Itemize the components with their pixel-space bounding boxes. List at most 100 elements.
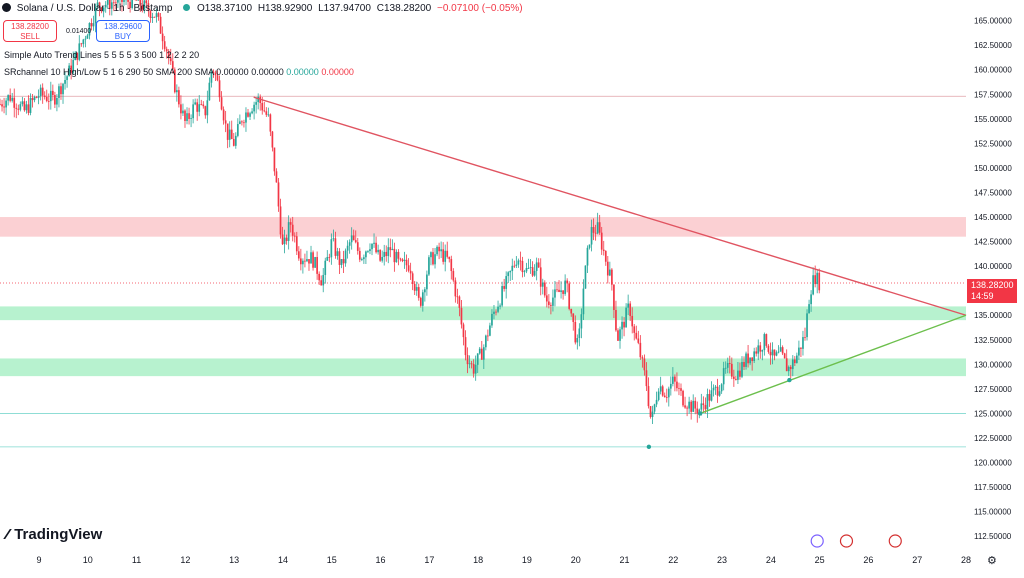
candle-body: [200, 104, 202, 105]
candle-body: [676, 382, 678, 389]
candle-body: [87, 35, 89, 38]
symbol-title[interactable]: Solana / U.S. Dollar · 1h · Bitstamp: [17, 3, 173, 14]
candle-body: [251, 111, 253, 113]
candle-body: [796, 356, 798, 363]
candle-body: [477, 353, 479, 364]
candle-body: [3, 106, 5, 107]
candle-body: [436, 247, 438, 254]
candle-body: [459, 297, 461, 308]
buy-button[interactable]: 138.29600 BUY: [96, 20, 150, 42]
candle-body: [432, 252, 434, 264]
candle-body: [729, 363, 731, 364]
candle-body: [607, 262, 609, 276]
candle-body: [446, 251, 448, 257]
candle-body: [52, 91, 54, 95]
candle-body: [26, 104, 28, 110]
candle-body: [261, 103, 263, 110]
candle-body: [91, 23, 93, 26]
indicator-sr-channel[interactable]: SRchannel 10 High/Low 5 1 6 290 50 SMA 2…: [4, 67, 354, 77]
candle-body: [38, 96, 40, 98]
candle-body: [556, 289, 558, 290]
y-axis-tick-label: 160.00000: [974, 66, 1012, 75]
candle-body: [574, 322, 576, 342]
x-axis-tick-label: 16: [376, 555, 386, 565]
candle-body: [668, 389, 670, 398]
candle-body: [579, 328, 581, 338]
candle-body: [308, 259, 310, 263]
candle-body: [394, 249, 396, 262]
candle-body: [548, 301, 550, 304]
sell-button[interactable]: 138.28200 SELL: [3, 20, 57, 42]
candle-body: [743, 362, 745, 367]
candle-body: [272, 132, 274, 148]
candle-body: [80, 43, 82, 44]
candle-body: [270, 114, 272, 131]
candle-body: [121, 0, 123, 2]
candle-body: [794, 359, 796, 363]
candle-body: [581, 314, 583, 328]
candle-body: [520, 261, 522, 262]
candle-body: [753, 351, 755, 361]
candle-body: [418, 287, 420, 298]
candle-body: [422, 292, 424, 306]
y-axis-tick-label: 125.00000: [974, 409, 1012, 418]
indicator-trend-lines[interactable]: Simple Auto Trend Lines 5 5 5 5 3 500 1 …: [4, 50, 199, 60]
candle-body: [558, 290, 560, 292]
zone-support-lower: [0, 358, 966, 376]
candle-body: [286, 238, 288, 241]
candle-body: [19, 104, 21, 110]
candle-body: [267, 114, 269, 115]
y-axis-tick-label: 120.00000: [974, 459, 1012, 468]
candle-body: [572, 313, 574, 322]
candle-body: [227, 124, 229, 140]
tradingview-mark-icon: ⁄⁄: [6, 526, 7, 543]
candle-body: [741, 362, 743, 377]
candle-body: [235, 136, 237, 146]
candle-countdown: 14:59: [971, 291, 1017, 302]
candle-body: [593, 227, 595, 233]
candle-body: [274, 148, 276, 172]
candle-body: [345, 251, 347, 264]
candle-body: [255, 102, 257, 105]
candle-body: [473, 364, 475, 374]
candle-body: [589, 245, 591, 248]
candle-body: [633, 326, 635, 333]
candle-body: [481, 349, 483, 360]
x-axis-tick-label: 20: [571, 555, 581, 565]
candle-body: [670, 384, 672, 389]
candle-body: [656, 400, 658, 404]
candle-body: [194, 102, 196, 104]
candle-body: [333, 238, 335, 239]
candle-body: [44, 96, 46, 97]
candle-body: [511, 266, 513, 271]
x-axis-tick-label: 21: [619, 555, 629, 565]
candle-body: [204, 106, 206, 115]
candle-body: [735, 379, 737, 380]
candle-body: [265, 111, 267, 115]
x-axis-tick-label: 19: [522, 555, 532, 565]
candle-body: [278, 182, 280, 206]
candle-body: [184, 111, 186, 121]
candle-body: [46, 97, 48, 101]
candle-body: [597, 222, 599, 233]
candle-body: [404, 260, 406, 261]
candle-body: [310, 252, 312, 263]
candle-body: [560, 290, 562, 292]
candle-body: [229, 130, 231, 140]
candle-body: [522, 261, 524, 272]
tradingview-logo[interactable]: ⁄⁄ TradingView: [6, 526, 102, 543]
candle-body: [696, 409, 698, 414]
candle-body: [339, 251, 341, 265]
x-axis-tick-label: 28: [961, 555, 971, 565]
candle-body: [619, 329, 621, 340]
candle-body: [648, 386, 650, 406]
candle-body: [455, 280, 457, 296]
candle-body: [30, 98, 32, 113]
candle-body: [745, 354, 747, 367]
candle-body: [812, 275, 814, 294]
settings-gear-icon[interactable]: ⚙: [987, 554, 997, 567]
candle-body: [463, 324, 465, 337]
candle-body: [223, 109, 225, 120]
